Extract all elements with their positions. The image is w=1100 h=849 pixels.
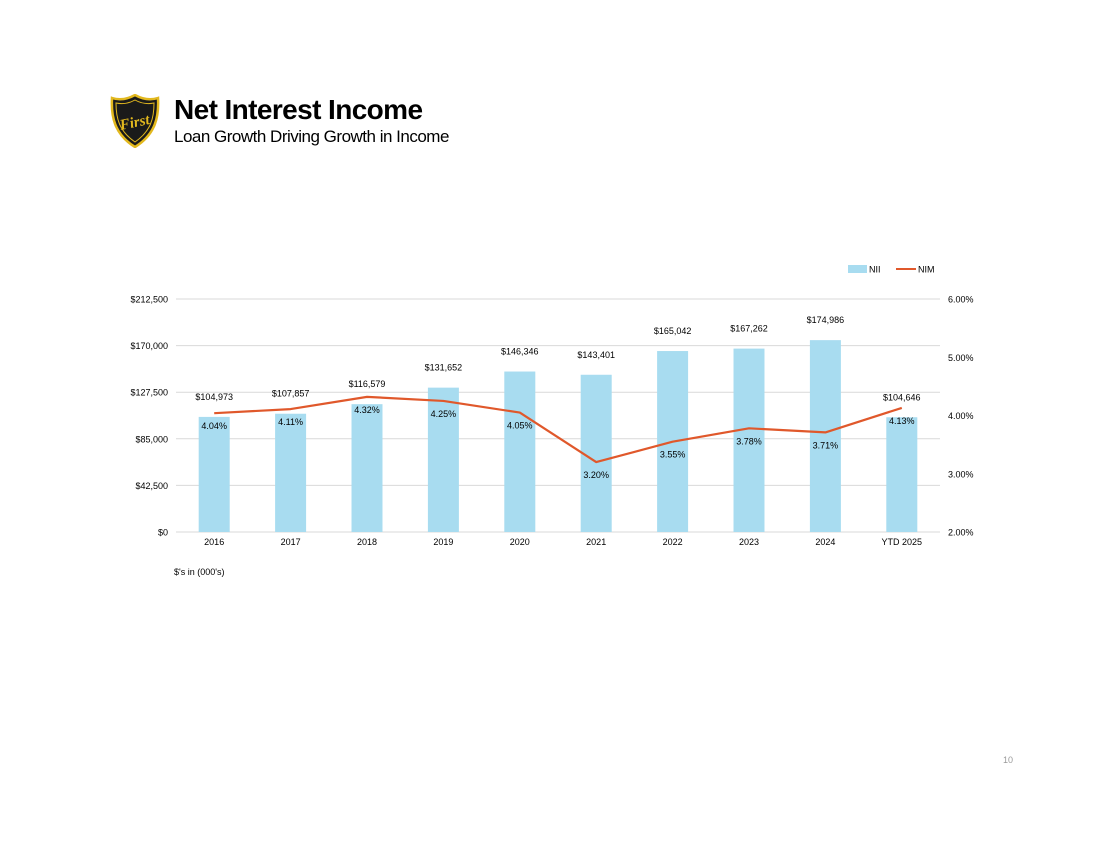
nii-data-label: $174,986: [807, 315, 845, 325]
units-note: $'s in (000's): [174, 567, 225, 577]
nim-data-label: 4.32%: [354, 405, 380, 415]
nim-data-label: 4.11%: [278, 417, 303, 427]
y-right-tick-label: 3.00%: [948, 469, 974, 479]
nii-data-label: $116,579: [349, 379, 386, 389]
nim-line: [214, 395, 903, 464]
nii-bar: [809, 340, 841, 532]
page-title: Net Interest Income: [174, 94, 423, 125]
nim-data-label: 3.71%: [813, 440, 839, 450]
y-left-tick-label: $127,500: [130, 388, 168, 398]
y-right-tick-label: 6.00%: [948, 295, 974, 305]
nim-data-label: 4.05%: [507, 421, 533, 431]
slide-header: First Net Interest Income Loan Growth Dr…: [110, 94, 449, 148]
legend-nii-swatch: [848, 265, 867, 273]
y-right-tick-label: 4.00%: [948, 411, 974, 421]
y-right-tick-label: 5.00%: [948, 353, 974, 363]
nii-bar: [504, 371, 536, 532]
x-tick-label: 2018: [357, 537, 377, 547]
nii-bar: [580, 374, 612, 532]
nim-data-label: 4.25%: [431, 409, 457, 419]
nii-data-label: $143,401: [577, 350, 615, 360]
page-number: 10: [1003, 755, 1014, 765]
nii-bar: [886, 417, 918, 532]
nii-bar: [733, 348, 765, 532]
nii-data-label: $146,346: [501, 347, 539, 357]
nii-bar: [427, 387, 459, 532]
nim-data-label: 3.78%: [736, 436, 762, 446]
svg-text:First: First: [117, 112, 151, 134]
first-bank-shield-logo-icon: First: [110, 94, 160, 148]
nii-data-label: $165,042: [654, 326, 692, 336]
legend-nim-label: NIM: [918, 265, 935, 275]
x-tick-label: 2023: [739, 537, 759, 547]
x-tick-label: 2024: [815, 537, 835, 547]
nii-data-label: $167,262: [730, 324, 768, 334]
x-tick-label: 2022: [663, 537, 683, 547]
y-left-tick-label: $85,000: [135, 434, 168, 444]
y-left-tick-label: $0: [158, 528, 168, 538]
nim-data-label: 3.20%: [583, 470, 609, 480]
nim-data-label: 4.04%: [201, 421, 227, 431]
nii-data-label: $107,857: [272, 389, 310, 399]
x-tick-label: 2016: [204, 537, 224, 547]
x-tick-label: 2017: [281, 537, 301, 547]
nii-data-label: $131,652: [425, 363, 463, 373]
y-right-tick-label: 2.00%: [948, 528, 974, 538]
nim-data-label: 4.13%: [889, 416, 915, 426]
legend-nii-label: NII: [869, 265, 881, 275]
nii-data-label: $104,973: [195, 392, 233, 402]
y-left-tick-label: $170,000: [130, 341, 168, 351]
page-subtitle: Loan Growth Driving Growth in Income: [174, 127, 449, 146]
x-tick-label: 2020: [510, 537, 530, 547]
nii-data-label: $104,646: [883, 392, 921, 402]
nii-bar: [198, 416, 230, 532]
nii-bar: [351, 404, 383, 532]
x-tick-label: 2021: [586, 537, 606, 547]
x-tick-label: YTD 2025: [882, 537, 923, 547]
y-left-tick-label: $42,500: [135, 481, 168, 491]
nim-data-label: 3.55%: [660, 450, 686, 460]
y-left-tick-label: $212,500: [130, 295, 168, 305]
nii-bar: [275, 413, 307, 532]
x-tick-label: 2019: [433, 537, 453, 547]
